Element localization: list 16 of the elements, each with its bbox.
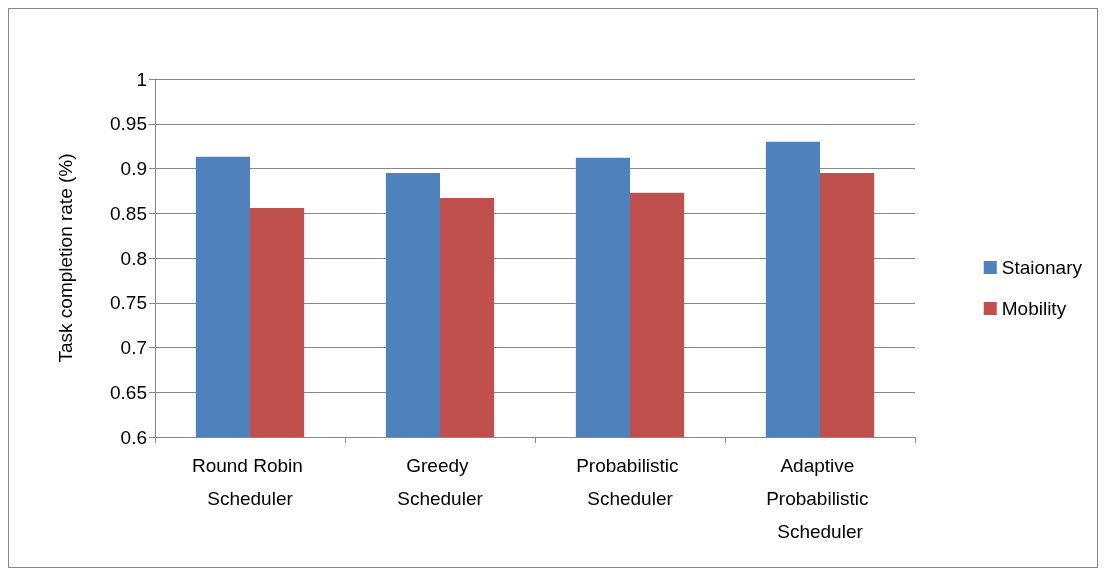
- x-tick-label: Greedy Scheduler: [397, 455, 484, 509]
- y-tick-label: 0.9: [120, 158, 147, 179]
- y-tick-label: 1: [136, 68, 147, 90]
- x-tick-label: Round Robin Scheduler: [191, 455, 309, 509]
- x-tick-label: Adaptive Probabilistic Scheduler: [766, 455, 874, 542]
- legend-label: Mobility: [1001, 298, 1067, 319]
- y-tick-label: 0.65: [110, 381, 147, 403]
- y-tick-label: 0.85: [110, 202, 147, 224]
- y-tick-label: 0.7: [120, 337, 147, 358]
- legend-label: Staionary: [1001, 257, 1083, 278]
- y-axis-title: Task completion rate (%): [55, 153, 76, 363]
- y-tick-label: 0.8: [120, 247, 147, 269]
- y-tick-label: 0.6: [120, 426, 147, 448]
- y-tick-label: 0.95: [110, 113, 147, 135]
- x-tick-label: Probabilistic Scheduler: [576, 455, 684, 509]
- y-tick-label: 0.75: [110, 292, 147, 314]
